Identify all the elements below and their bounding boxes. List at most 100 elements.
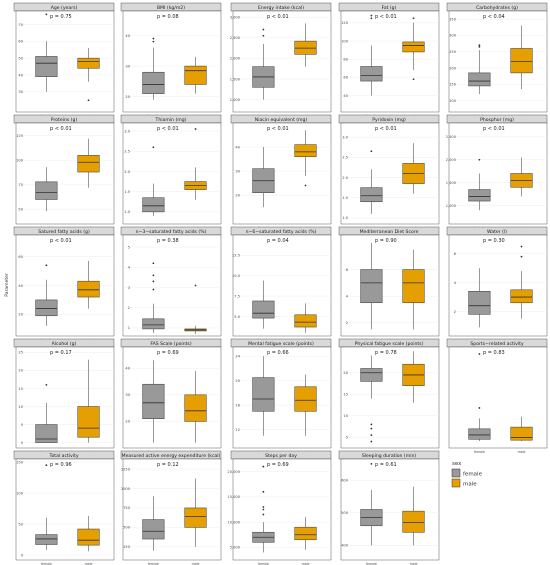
panel-title: Mediterranean Diet Score xyxy=(360,229,419,235)
plot-area xyxy=(15,346,115,449)
legend-label-female: female xyxy=(463,472,483,478)
y-tick-label: 2 xyxy=(454,310,456,314)
y-tick-label: 25 xyxy=(18,351,23,355)
y-tick-label: 2.5 xyxy=(342,156,348,160)
box-female xyxy=(35,56,58,77)
box-female xyxy=(360,269,383,304)
y-tick-label: 2 xyxy=(128,306,130,310)
y-tick-label: 100 xyxy=(16,159,24,163)
y-tick-label: 12.5 xyxy=(232,254,240,258)
outlier-point xyxy=(412,78,415,81)
y-tick-label: 40 xyxy=(235,145,240,149)
plot-area xyxy=(340,458,440,561)
box-female xyxy=(142,71,165,94)
box-male xyxy=(77,155,100,173)
outlier-point xyxy=(152,40,155,43)
y-tick-label: 3.0 xyxy=(124,129,130,133)
y-tick-label: 4 xyxy=(128,266,131,270)
x-tick-label: male xyxy=(410,562,418,565)
y-tick-label: 40 xyxy=(125,34,130,38)
y-tick-label: 120 xyxy=(341,21,349,25)
y-tick-label: 12 xyxy=(235,428,240,432)
box-male xyxy=(510,289,533,304)
box-female xyxy=(142,383,165,420)
y-tick-label: 5,000 xyxy=(230,546,241,550)
y-tick-label: 2,000 xyxy=(230,57,241,61)
box-male xyxy=(402,510,425,533)
outlier-point xyxy=(152,288,155,291)
y-tick-label: 15,000 xyxy=(227,495,240,499)
y-tick-label: 1,500 xyxy=(446,181,457,185)
panel-title: Measured active energy expenditure (kcal… xyxy=(122,453,221,459)
y-tick-label: 100 xyxy=(449,99,457,103)
y-tick-label: 2.0 xyxy=(342,176,348,180)
y-tick-label: 125 xyxy=(16,134,23,138)
panel-title: n−6−saturated fatty acids (%) xyxy=(246,229,317,235)
outlier-point xyxy=(262,506,265,508)
panel-title: Carbohydrates (g) xyxy=(476,5,518,11)
panel: Carbohydrates (g) 100 150 200 250 300 350 p < 0… xyxy=(446,2,548,118)
outlier-point xyxy=(370,434,373,437)
y-tick-label: 2,000 xyxy=(446,158,457,162)
p-value-label: p = 0.12 xyxy=(157,462,179,468)
y-tick-label: 250 xyxy=(449,50,457,54)
y-tick-label: 20 xyxy=(125,95,130,99)
plot-area xyxy=(232,122,332,225)
box-female xyxy=(35,181,58,200)
y-tick-label: 60 xyxy=(343,76,348,80)
y-tick-label: 5 xyxy=(128,245,130,249)
y-tick-label: 20 xyxy=(18,369,23,373)
y-tick-label: 2.5 xyxy=(124,150,130,154)
y-tick-label: 10.0 xyxy=(232,274,241,278)
plot-area xyxy=(340,346,440,449)
p-value-label: p = 0.83 xyxy=(483,350,505,356)
y-tick-label: 20 xyxy=(235,379,240,383)
y-tick-label: 2.0 xyxy=(124,170,130,174)
panel: Physical fatigue scale (points) 5 10 15 20 p … xyxy=(338,338,440,454)
p-value-label: p < 0.01 xyxy=(50,238,72,244)
box-female xyxy=(142,318,165,330)
y-tick-label: 2,500 xyxy=(446,135,457,139)
y-tick-label: 200 xyxy=(449,66,457,70)
y-tick-label: 750 xyxy=(123,506,131,510)
y-tick-label: 60 xyxy=(18,40,23,44)
y-tick-label: 40 xyxy=(18,284,23,288)
box-female xyxy=(142,519,165,540)
y-tick-label: 1250 xyxy=(121,467,131,471)
box-male xyxy=(510,48,533,74)
panel-title: Phosphor (mg) xyxy=(480,117,514,123)
y-tick-label: 1.5 xyxy=(124,190,130,194)
p-value-label: p = 0.69 xyxy=(157,350,179,356)
box-male xyxy=(402,41,425,53)
y-tick-label: 5.0 xyxy=(234,315,240,319)
y-tick-label: 250 xyxy=(123,545,131,549)
panel: Thiamin (mg)1.01.52.02.53.0p < 0.01femal… xyxy=(120,114,222,230)
y-tick-label: 300 xyxy=(449,34,457,38)
y-tick-label: 3 xyxy=(128,286,130,290)
box-female xyxy=(35,299,58,317)
y-tick-label: 0 xyxy=(21,553,24,557)
panel-title: Niacin equivalent (mg) xyxy=(255,117,308,123)
p-value-label: p = 0.90 xyxy=(375,238,397,244)
x-tick-label: male xyxy=(85,562,93,565)
panel: n−6−saturated fatty acids (%) 5.0 7.5 10.0 1… xyxy=(230,226,332,342)
y-axis-label: Parameter xyxy=(4,273,10,297)
y-tick-label: 150 xyxy=(449,83,457,87)
box-male xyxy=(184,507,207,528)
outlier-point xyxy=(45,13,48,16)
box-male xyxy=(77,57,100,69)
y-tick-label: 500 xyxy=(123,526,131,530)
panel: Steps per day 5,000 10,000 15,000 20,000 p = … xyxy=(227,450,332,565)
box-male xyxy=(184,65,207,85)
panel: Sports−related activity p = 0.83 female mal… xyxy=(446,338,548,454)
panel-title: Total activity xyxy=(48,453,78,459)
box-female xyxy=(35,534,58,545)
x-tick-label: female xyxy=(366,562,377,565)
p-value-label: p = 0.38 xyxy=(157,238,179,244)
outlier-point xyxy=(152,280,155,283)
p-value-label: p < 0.01 xyxy=(50,126,72,132)
